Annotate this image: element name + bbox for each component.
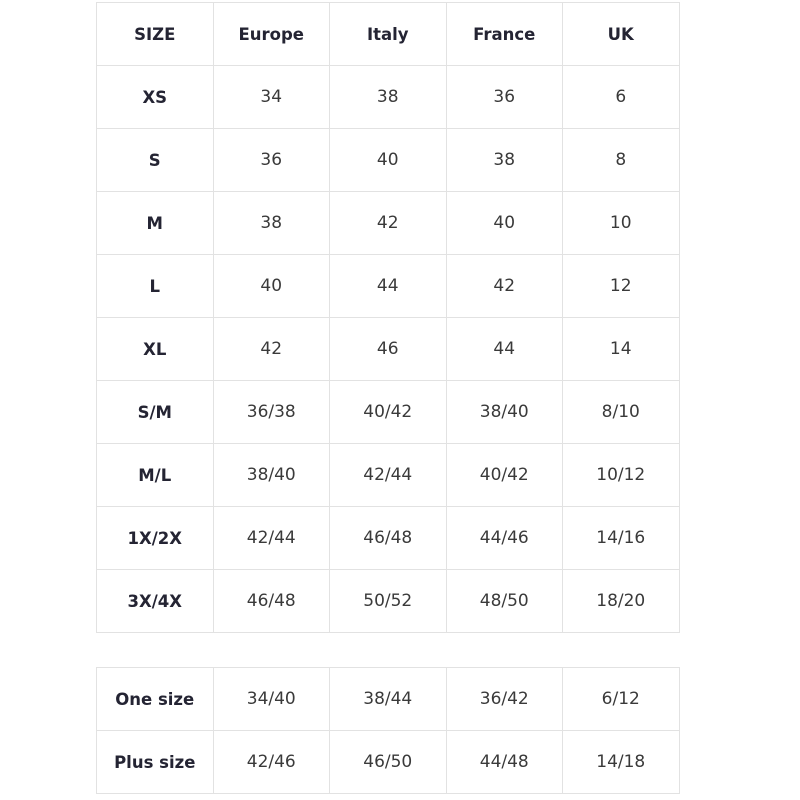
table-cell: 38/44 <box>329 667 447 731</box>
table-row: L 40 44 42 12 <box>96 254 680 318</box>
table-row: M/L 38/40 42/44 40/42 10/12 <box>96 443 680 507</box>
table-cell: 42/44 <box>329 443 447 507</box>
special-size-table: One size 34/40 38/44 36/42 6/12 Plus size 42/4… <box>96 667 680 794</box>
column-header: UK <box>562 2 680 66</box>
table-cell: 46/50 <box>329 730 447 794</box>
table-cell: 50/52 <box>329 569 447 633</box>
table-cell: 10/12 <box>562 443 680 507</box>
table-cell: 36 <box>212 128 330 192</box>
column-header: France <box>445 2 563 66</box>
table-cell: 8/10 <box>562 380 680 444</box>
table-cell: 44 <box>445 317 563 381</box>
table-cell: 40 <box>329 128 447 192</box>
size-label-cell: XL <box>96 317 214 381</box>
size-label-cell: M/L <box>96 443 214 507</box>
table-cell: 40 <box>212 254 330 318</box>
table-cell: 38 <box>329 65 447 129</box>
size-conversion-table: SIZE Europe Italy France UK XS 34 38 36 6 S 36 40 38 8… <box>96 2 680 633</box>
table-cell: 36/38 <box>212 380 330 444</box>
table-cell: 42 <box>212 317 330 381</box>
header-row: SIZE Europe Italy France UK <box>96 2 680 66</box>
table-cell: 44/48 <box>445 730 563 794</box>
table-row: XS 34 38 36 6 <box>96 65 680 129</box>
table-cell: 42/46 <box>212 730 330 794</box>
table-cell: 46/48 <box>329 506 447 570</box>
table-row: M 38 42 40 10 <box>96 191 680 255</box>
size-label-cell: S <box>96 128 214 192</box>
table-cell: 6/12 <box>562 667 680 731</box>
table-row: XL 42 46 44 14 <box>96 317 680 381</box>
table-cell: 6 <box>562 65 680 129</box>
table-cell: 46 <box>329 317 447 381</box>
size-label-cell: 3X/4X <box>96 569 214 633</box>
table-cell: 46/48 <box>212 569 330 633</box>
size-label-cell: Plus size <box>96 730 214 794</box>
table-row: Plus size 42/46 46/50 44/48 14/18 <box>96 730 680 794</box>
table-row: One size 34/40 38/44 36/42 6/12 <box>96 667 680 731</box>
size-label-cell: One size <box>96 667 214 731</box>
table-cell: 48/50 <box>445 569 563 633</box>
table-cell: 12 <box>562 254 680 318</box>
table-cell: 38 <box>445 128 563 192</box>
column-header: Europe <box>212 2 330 66</box>
column-header: Italy <box>329 2 447 66</box>
table-cell: 38/40 <box>212 443 330 507</box>
table-cell: 18/20 <box>562 569 680 633</box>
table-cell: 36 <box>445 65 563 129</box>
table-cell: 42 <box>329 191 447 255</box>
table-cell: 40/42 <box>445 443 563 507</box>
size-label-cell: L <box>96 254 214 318</box>
table-cell: 34 <box>212 65 330 129</box>
table-cell: 36/42 <box>445 667 563 731</box>
table-row: S/M 36/38 40/42 38/40 8/10 <box>96 380 680 444</box>
table-cell: 14 <box>562 317 680 381</box>
table-cell: 14/18 <box>562 730 680 794</box>
table-cell: 44/46 <box>445 506 563 570</box>
table-cell: 34/40 <box>212 667 330 731</box>
table-cell: 38/40 <box>445 380 563 444</box>
table-cell: 38 <box>212 191 330 255</box>
table-cell: 14/16 <box>562 506 680 570</box>
size-label-cell: M <box>96 191 214 255</box>
table-cell: 40 <box>445 191 563 255</box>
column-header: SIZE <box>96 2 214 66</box>
table-cell: 42/44 <box>212 506 330 570</box>
table-row: S 36 40 38 8 <box>96 128 680 192</box>
size-label-cell: S/M <box>96 380 214 444</box>
table-cell: 44 <box>329 254 447 318</box>
size-label-cell: XS <box>96 65 214 129</box>
table-cell: 40/42 <box>329 380 447 444</box>
size-label-cell: 1X/2X <box>96 506 214 570</box>
table-row: 1X/2X 42/44 46/48 44/46 14/16 <box>96 506 680 570</box>
table-cell: 42 <box>445 254 563 318</box>
table-cell: 10 <box>562 191 680 255</box>
table-cell: 8 <box>562 128 680 192</box>
table-row: 3X/4X 46/48 50/52 48/50 18/20 <box>96 569 680 633</box>
